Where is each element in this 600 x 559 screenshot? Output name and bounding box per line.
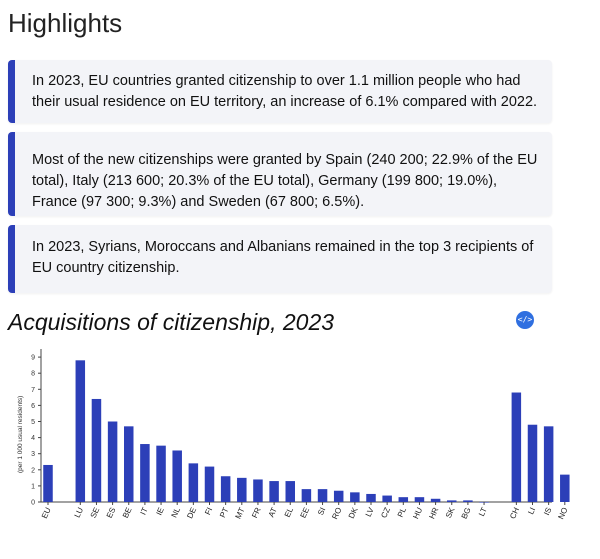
y-tick-label: 9	[31, 355, 35, 362]
bar-hr	[430, 498, 441, 502]
bar-ee	[301, 489, 312, 502]
x-tick-label: HU	[411, 506, 424, 520]
x-tick-label: DE	[185, 506, 198, 520]
x-tick-label: FR	[250, 506, 263, 520]
x-tick-label: EE	[299, 506, 312, 519]
bar-ch	[511, 392, 522, 502]
bar-pl	[398, 497, 409, 502]
bar-de	[188, 463, 199, 502]
bar-no	[560, 474, 570, 502]
x-tick-label: FI	[203, 506, 214, 516]
y-tick-label: 3	[31, 451, 35, 458]
chart-title: Acquisitions of citizenship, 2023	[8, 309, 335, 335]
bar-cz	[382, 495, 392, 502]
bar-fi	[204, 466, 215, 502]
x-tick-label: LI	[526, 506, 537, 516]
x-tick-label: RO	[330, 506, 343, 521]
bar-is	[543, 426, 554, 502]
bar-li	[527, 424, 538, 502]
bar-chart: 0 1 2 3 4 5 6 7 8 9 (per 1 000 usual residents) EU L…	[17, 349, 570, 521]
bar-ie	[156, 445, 166, 502]
bar-si	[317, 489, 328, 502]
y-tick-label: 2	[31, 467, 35, 474]
x-tick-label: PT	[218, 506, 231, 519]
x-tick-label: AT	[267, 506, 279, 519]
y-tick-label: 1	[31, 483, 35, 490]
x-tick-label: LV	[364, 505, 376, 518]
x-tick-label: BG	[460, 506, 473, 520]
x-tick-label: EL	[283, 506, 296, 519]
x-tick-label: ES	[105, 506, 118, 519]
highlight-text: Most of the new citizenships were grante…	[32, 152, 538, 210]
bar-it	[140, 444, 150, 502]
highlight-card: In 2023, EU countries granted citizenshi…	[8, 60, 552, 123]
x-tick-label: CH	[508, 506, 521, 520]
bar-el	[285, 481, 295, 502]
bar-fr	[253, 479, 263, 502]
y-tick-label: 8	[31, 371, 35, 378]
bar-lv	[366, 493, 376, 502]
x-tick-label: NO	[556, 506, 569, 521]
x-tick-label: MT	[234, 506, 247, 520]
x-tick-label: NL	[170, 506, 183, 520]
y-tick-label: 0	[31, 500, 35, 507]
y-tick-label: 5	[31, 419, 35, 426]
bar-ro	[333, 490, 344, 502]
x-tick-label: DK	[347, 505, 360, 519]
x-tick-label: IE	[155, 506, 166, 517]
bar-mt	[237, 477, 247, 502]
x-tick-label: CZ	[379, 506, 392, 520]
highlight-text: In 2023, EU countries granted citizenshi…	[32, 73, 538, 110]
y-tick-label: 4	[31, 435, 35, 442]
y-tick-label: 7	[31, 387, 35, 394]
y-tick-label: 6	[31, 403, 35, 410]
bar-hu	[414, 497, 425, 502]
x-tick-label: LU	[73, 506, 86, 519]
x-tick-label: LT	[477, 506, 489, 518]
x-tick-label: BE	[121, 506, 134, 519]
x-tick-label: SK	[444, 505, 457, 519]
bar-nl	[172, 450, 182, 502]
bar-eu	[43, 464, 53, 502]
x-tick-label: IS	[542, 506, 553, 517]
x-tick-label: HR	[427, 506, 440, 520]
x-tick-label: EU	[40, 506, 53, 520]
highlight-text: In 2023, Syrians, Moroccans and Albanian…	[32, 239, 534, 276]
bar-sk	[447, 500, 457, 502]
x-tick-label: IT	[139, 506, 150, 516]
bar-lu	[75, 360, 86, 502]
x-tick-label: SE	[89, 506, 102, 519]
x-tick-label: SI	[316, 506, 327, 517]
code-embed-icon[interactable]: </>	[516, 311, 534, 329]
highlight-card: Most of the new citizenships were grante…	[8, 132, 552, 216]
y-axis-label: (per 1 000 usual residents)	[17, 396, 24, 473]
bar-se	[91, 398, 102, 502]
x-tick-label: PL	[396, 506, 409, 519]
highlight-card: In 2023, Syrians, Moroccans and Albanian…	[8, 225, 552, 293]
bar-at	[269, 481, 279, 502]
bar-dk	[350, 492, 360, 502]
bar-pt	[220, 476, 231, 502]
bar-bg	[463, 500, 473, 502]
bar-be	[124, 426, 134, 502]
bar-es	[107, 421, 118, 502]
page-heading: Highlights	[8, 8, 123, 38]
